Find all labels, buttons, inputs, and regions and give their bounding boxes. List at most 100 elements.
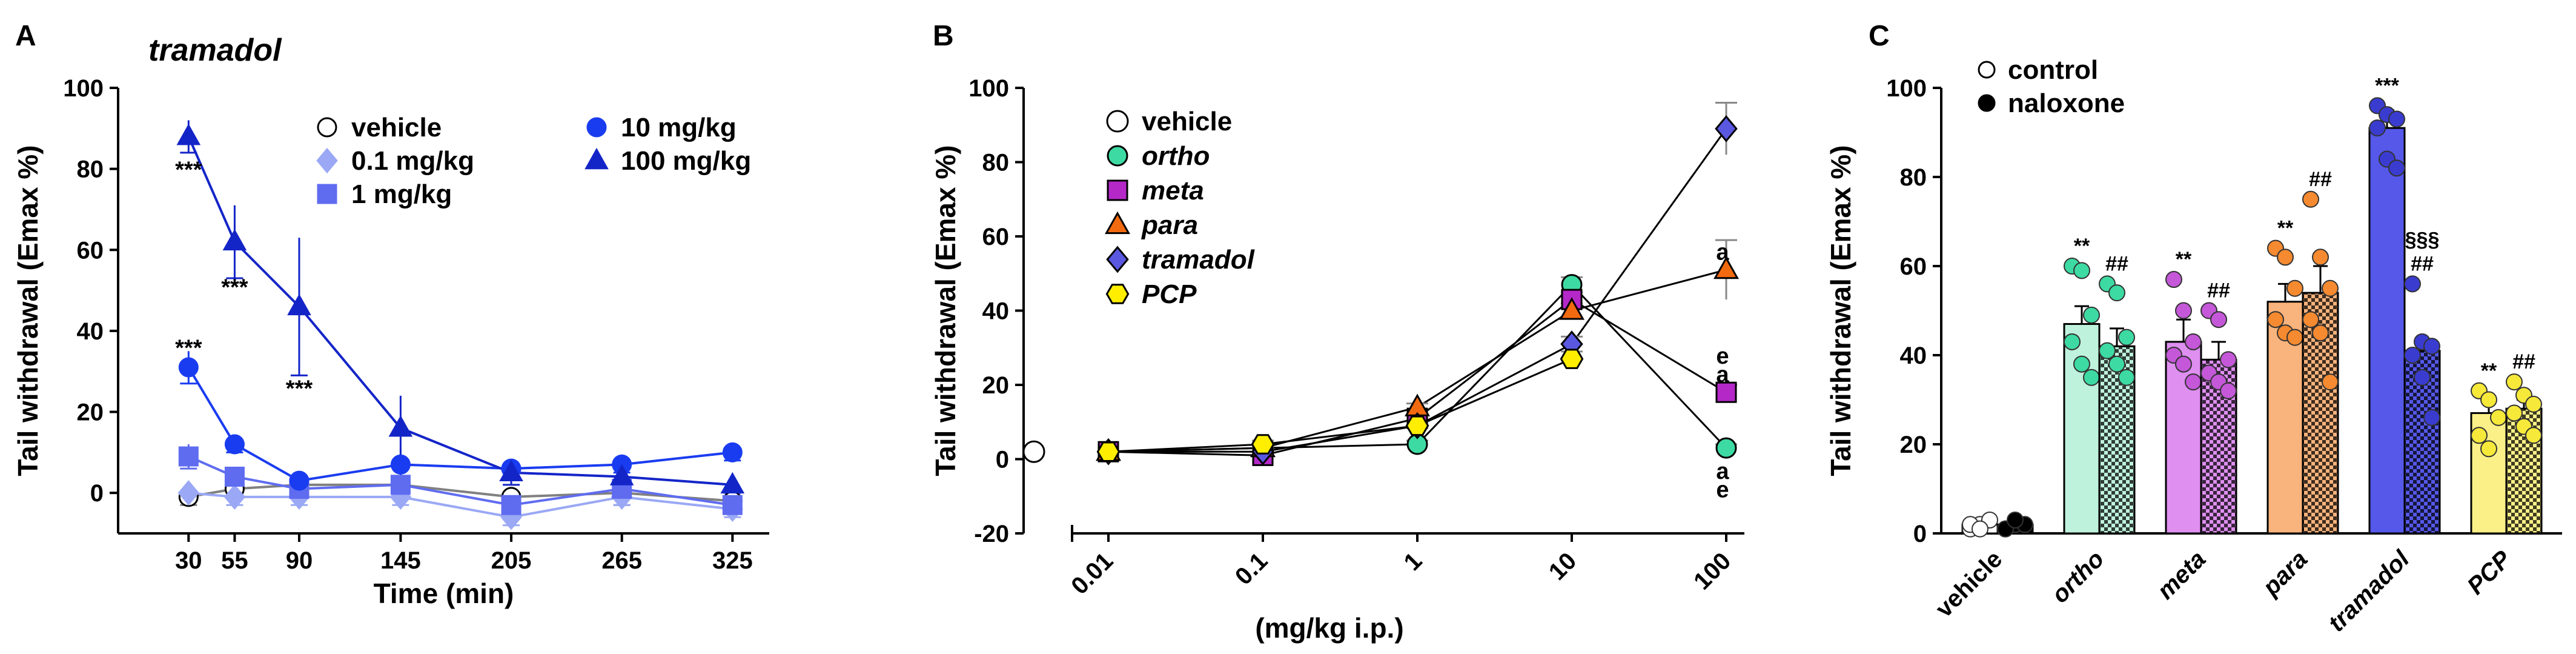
data-point bbox=[1560, 349, 1584, 369]
data-point bbox=[2073, 355, 2090, 373]
y-tick-label: 80 bbox=[77, 156, 104, 183]
panel-a-title: tramadol bbox=[148, 33, 282, 68]
panel-b-plot: -20 0 20 40 60 80 100 0.01 0.1 1 10 100 (mg/kg i.p.)… bbox=[930, 75, 1744, 644]
legend-label: 100 mg/kg bbox=[621, 146, 751, 176]
legend-label: 1 mg/kg bbox=[351, 179, 452, 209]
data-point bbox=[1972, 520, 1988, 538]
panel-b-letter: B bbox=[933, 20, 954, 52]
data-point bbox=[2277, 249, 2294, 266]
data-point bbox=[2480, 440, 2497, 458]
x-tick-label: ortho bbox=[2047, 546, 2109, 608]
data-point bbox=[2064, 333, 2081, 350]
legend-label: ortho bbox=[1142, 141, 1210, 171]
x-tick-label: para bbox=[2257, 546, 2313, 601]
panel-c: C 0 20 40 60 80 100 Tail withdrawal (Emax %) ve… bbox=[1825, 20, 2562, 637]
data-point bbox=[1715, 115, 1738, 142]
x-axis-label: Time (min) bbox=[374, 578, 514, 609]
y-tick-label: 40 bbox=[982, 298, 1010, 325]
legend-label: para bbox=[1141, 210, 1198, 240]
y-tick-label: 20 bbox=[982, 372, 1010, 399]
data-point bbox=[2404, 347, 2421, 364]
significance-label: ** bbox=[2277, 217, 2294, 240]
x-tick-label: 10 bbox=[1544, 547, 1582, 586]
significance-label: ## bbox=[2411, 252, 2434, 275]
data-point bbox=[2490, 409, 2507, 426]
data-point bbox=[178, 446, 199, 467]
y-tick-label: 100 bbox=[968, 75, 1009, 102]
significance-label: a bbox=[1716, 240, 1729, 265]
panel-c-plot: 0 20 40 60 80 100 Tail withdrawal (Emax %) vehi… bbox=[1825, 55, 2562, 637]
data-point bbox=[1713, 256, 1739, 279]
data-point bbox=[2210, 311, 2227, 329]
data-point bbox=[2175, 302, 2192, 319]
data-point bbox=[2083, 369, 2100, 386]
bar-control bbox=[2368, 127, 2406, 535]
legend-marker bbox=[1106, 110, 1129, 133]
y-tick-label: 0 bbox=[90, 480, 104, 507]
data-point bbox=[388, 415, 413, 437]
legend-marker bbox=[316, 147, 338, 174]
series-line bbox=[187, 136, 733, 486]
data-point bbox=[2220, 382, 2237, 399]
data-point bbox=[177, 480, 200, 506]
data-point bbox=[722, 495, 743, 515]
data-point bbox=[224, 434, 245, 455]
legend-marker bbox=[1978, 61, 1996, 79]
data-point bbox=[2404, 275, 2421, 293]
data-point bbox=[1096, 441, 1121, 462]
data-point bbox=[222, 229, 247, 251]
data-point bbox=[2388, 159, 2405, 177]
data-point bbox=[2312, 249, 2329, 266]
data-point bbox=[2108, 284, 2125, 302]
y-tick-label: 20 bbox=[77, 399, 104, 426]
legend-label: tramadol bbox=[1142, 245, 1255, 275]
series-line bbox=[187, 367, 733, 482]
data-point bbox=[2322, 279, 2339, 297]
significance-label: a bbox=[1716, 362, 1729, 388]
x-tick-label: vehicle bbox=[1930, 546, 2007, 622]
significance-label: ## bbox=[2105, 252, 2128, 275]
data-point bbox=[2525, 427, 2542, 444]
data-point bbox=[2506, 404, 2523, 422]
legend-label: control bbox=[2008, 55, 2098, 85]
data-point bbox=[2007, 511, 2024, 529]
legend-label: 10 mg/kg bbox=[621, 113, 737, 142]
data-point bbox=[2108, 355, 2125, 373]
y-tick-label: 40 bbox=[1900, 342, 1927, 369]
data-point bbox=[2312, 324, 2329, 342]
x-tick-label: 0.01 bbox=[1066, 547, 1118, 599]
data-point bbox=[2175, 355, 2192, 373]
x-axis-label: (mg/kg i.p.) bbox=[1255, 612, 1403, 644]
significance-label: *** bbox=[2375, 74, 2399, 97]
data-point bbox=[2414, 369, 2431, 386]
significance-label: *** bbox=[175, 336, 202, 361]
x-tick-label: 145 bbox=[380, 547, 421, 574]
data-point bbox=[499, 459, 523, 482]
data-point bbox=[722, 442, 743, 462]
y-tick-label: 0 bbox=[1913, 521, 1927, 547]
legend-label: PCP bbox=[1142, 279, 1197, 309]
legend-label: vehicle bbox=[351, 113, 442, 142]
y-tick-label: 100 bbox=[63, 75, 104, 102]
data-point bbox=[2118, 329, 2135, 346]
significance-label: ** bbox=[2074, 235, 2090, 258]
panel-a: A tramadol 0 20 40 60 80 100 30 55 90 145 205 265 32… bbox=[12, 20, 769, 609]
x-tick-label: 100 bbox=[1689, 547, 1736, 595]
data-point bbox=[2302, 190, 2319, 208]
series-line bbox=[1108, 358, 1572, 453]
significance-label: ## bbox=[2512, 350, 2535, 373]
significance-label: §§§ bbox=[2405, 228, 2440, 251]
data-point bbox=[224, 466, 245, 487]
data-point bbox=[2525, 395, 2542, 413]
series-3 bbox=[180, 351, 741, 490]
x-tick-label: 325 bbox=[712, 547, 753, 574]
data-point bbox=[1715, 381, 1737, 403]
bar-control bbox=[2063, 323, 2101, 535]
legend-label: naloxone bbox=[2008, 88, 2125, 118]
legend-label: meta bbox=[1142, 176, 1204, 205]
data-point bbox=[1559, 297, 1584, 320]
y-tick-label: 0 bbox=[996, 447, 1009, 473]
data-point bbox=[1251, 434, 1275, 455]
data-point bbox=[2185, 333, 2202, 350]
